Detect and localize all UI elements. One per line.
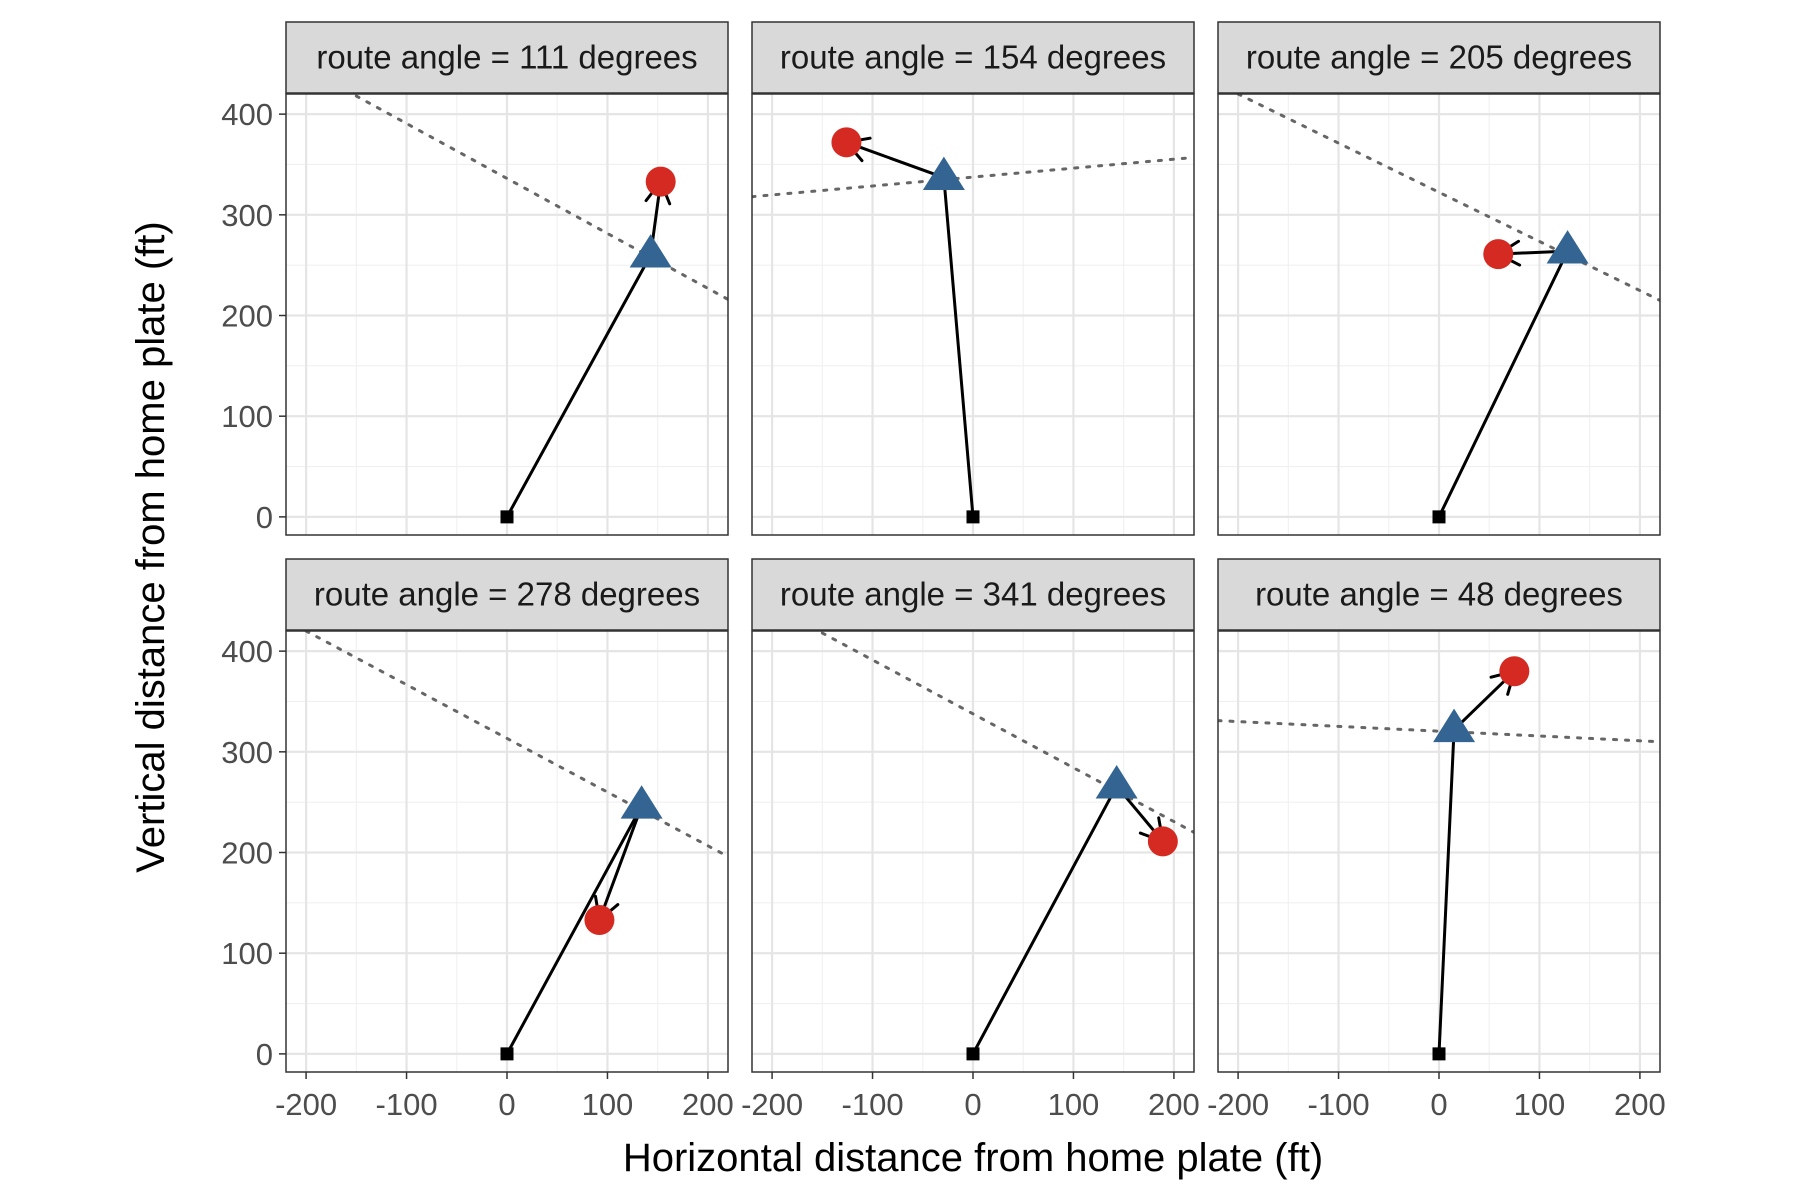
- facet-panel: route angle = 341 degrees: [751, 558, 1195, 1073]
- x-tick-label: -100: [1308, 1087, 1370, 1122]
- triangle-marker: [1433, 708, 1476, 743]
- route-segment-triangle-to-circle: [844, 140, 946, 180]
- fence-line: [1218, 719, 1660, 744]
- y-axis-title: Vertical distance from home plate (ft): [129, 221, 173, 872]
- x-tick-label: 0: [498, 1087, 515, 1122]
- route-segment-start-to-triangle: [942, 176, 975, 519]
- panel-border: [751, 93, 1195, 536]
- facet-strip-label: route angle = 278 degrees: [314, 576, 700, 613]
- start-square-marker: [1432, 510, 1446, 524]
- facet-panel: route angle = 48 degrees: [1217, 558, 1661, 1073]
- panel-plot-area: [752, 94, 1194, 535]
- x-axis-title: Horizontal distance from home plate (ft): [623, 1136, 1323, 1180]
- triangle-marker: [1546, 230, 1589, 264]
- start-square-marker: [1432, 1047, 1446, 1061]
- y-tick-label: 300: [221, 198, 273, 233]
- panel-plot-area: [752, 631, 1194, 1072]
- facet-strip: [751, 21, 1195, 94]
- route-segment-triangle-to-circle: [597, 804, 644, 922]
- circle-marker: [645, 166, 676, 197]
- facet-panel: route angle = 111 degrees: [285, 21, 729, 536]
- fence-line: [752, 155, 1194, 199]
- panel-plot-area: [1218, 94, 1660, 535]
- facet-panel: route angle = 205 degrees: [1217, 21, 1661, 536]
- panel-plot-area: [286, 94, 728, 535]
- x-tick-label: 100: [1048, 1087, 1100, 1122]
- circle-marker: [1147, 826, 1178, 857]
- route-segment-start-to-triangle: [1437, 728, 1456, 1056]
- route-segment-start-to-triangle: [505, 253, 653, 519]
- x-tick-label: 0: [1430, 1087, 1447, 1122]
- y-tick-label: 0: [256, 500, 273, 535]
- start-square-marker: [966, 510, 980, 524]
- x-tick-label: -100: [376, 1087, 438, 1122]
- facet-strip: [751, 558, 1195, 631]
- circle-marker: [1483, 239, 1514, 270]
- x-tick-label: 200: [682, 1087, 734, 1122]
- x-tick-label: -200: [275, 1087, 337, 1122]
- y-tick-label: 200: [221, 299, 273, 334]
- facet-panels: route angle = 111 degrees route angle = 1…: [285, 21, 1661, 1073]
- facet-strip: [285, 558, 729, 631]
- facet-strip-label: route angle = 111 degrees: [316, 39, 697, 76]
- fence-line: [354, 94, 728, 301]
- x-tick-label: 100: [582, 1087, 634, 1122]
- triangle-marker: [1095, 765, 1138, 799]
- x-tick-label: -100: [842, 1087, 904, 1122]
- y-tick-label: 400: [221, 97, 273, 132]
- fence-line: [304, 631, 728, 859]
- x-tick-label: 200: [1614, 1087, 1666, 1122]
- facet-strip: [1217, 21, 1661, 94]
- facet-strip-label: route angle = 154 degrees: [780, 39, 1166, 76]
- facet-panel: route angle = 154 degrees: [751, 21, 1195, 536]
- x-tick-label: 200: [1148, 1087, 1200, 1122]
- start-square-marker: [500, 1047, 514, 1061]
- circle-marker: [831, 127, 862, 158]
- x-tick-label: 0: [964, 1087, 981, 1122]
- panel-plot-area: [286, 631, 728, 1072]
- triangle-marker: [922, 156, 965, 190]
- facet-strip-label: route angle = 205 degrees: [1246, 39, 1632, 76]
- y-tick-label: 400: [221, 634, 273, 669]
- circle-marker: [584, 904, 615, 935]
- y-tick-label: 100: [221, 399, 273, 434]
- panel-border: [1217, 93, 1661, 536]
- fence-line: [820, 631, 1194, 834]
- x-tick-label: 100: [1514, 1087, 1566, 1122]
- route-segment-start-to-triangle: [971, 784, 1119, 1056]
- panel-border: [285, 93, 729, 536]
- facet-strip: [285, 21, 729, 94]
- circle-marker: [1499, 656, 1530, 687]
- triangle-marker: [620, 785, 663, 819]
- y-tick-label: 200: [221, 836, 273, 871]
- triangle-marker: [629, 234, 672, 268]
- y-tick-label: 0: [256, 1037, 273, 1072]
- route-segment-start-to-triangle: [505, 804, 644, 1056]
- y-tick-label: 100: [221, 936, 273, 971]
- x-tick-label: -200: [741, 1087, 803, 1122]
- x-tick-label: -200: [1207, 1087, 1269, 1122]
- facet-strip-label: route angle = 48 degrees: [1255, 576, 1623, 613]
- panel-plot-area: [1218, 631, 1660, 1072]
- route-segment-start-to-triangle: [1437, 249, 1570, 519]
- facet-strip-label: route angle = 341 degrees: [780, 576, 1166, 613]
- start-square-marker: [966, 1047, 980, 1061]
- axes: 0 100 200 300 400 0 100 200 300 400 -200 -100 0 100 20…: [221, 97, 1666, 1122]
- facet-panel: route angle = 278 degrees: [285, 558, 729, 1073]
- y-tick-label: 300: [221, 735, 273, 770]
- start-square-marker: [500, 510, 514, 524]
- facet-strip: [1217, 558, 1661, 631]
